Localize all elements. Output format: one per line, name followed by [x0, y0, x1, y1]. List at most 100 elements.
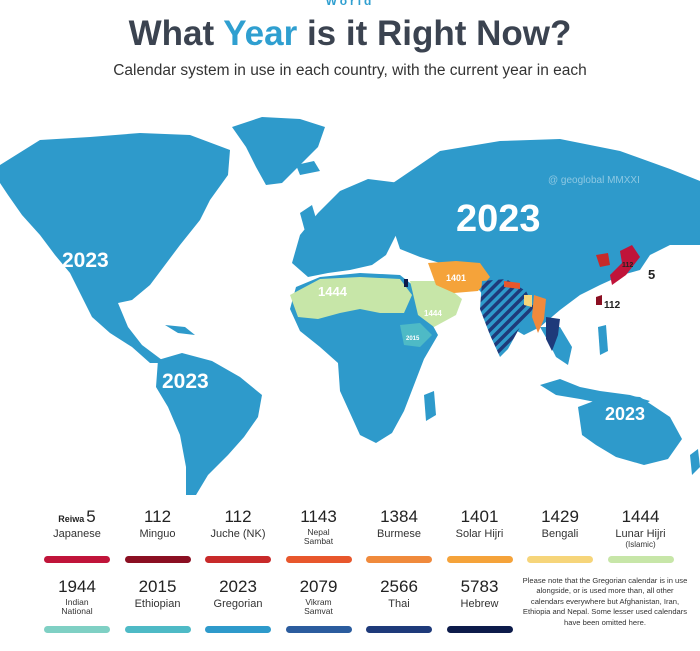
- legend-item: Reiwa 5 Japanese: [42, 506, 112, 563]
- legend-color-swatch: [607, 556, 674, 563]
- legend-color-swatch: [44, 556, 110, 563]
- legend-calendar-name: Ethiopian: [134, 598, 181, 610]
- legend-item: 112 Juche (NK): [203, 506, 273, 563]
- kicker-text: World: [325, 0, 375, 8]
- south-america: [156, 353, 262, 495]
- legend-year: 2566: [364, 576, 434, 598]
- greenland: [232, 117, 325, 185]
- map-label-arabia: 1444: [424, 309, 442, 318]
- watermark: @ geoglobal MMXXI: [548, 175, 640, 186]
- legend-item: 1143 Nepal Sambat: [284, 506, 354, 563]
- legend-year: 1444: [606, 506, 676, 528]
- legend-year: 1944: [42, 576, 112, 598]
- legend-year: 112: [203, 506, 273, 528]
- title-part-2: is it Right Now?: [306, 14, 572, 53]
- legend-calendar-name: Nepal Sambat: [303, 527, 334, 546]
- legend-year: 2079: [284, 576, 354, 598]
- legend-calendar-name: Gregorian: [213, 598, 263, 610]
- legend-year-value: 1401: [460, 507, 499, 526]
- legend-item: 1429 Bengali: [525, 506, 595, 563]
- legend-item: 1944 Indian National: [42, 576, 112, 633]
- page-title: What Year is it Right Now?: [0, 14, 700, 54]
- map-label-iran: 1401: [446, 273, 466, 283]
- caribbean: [165, 325, 195, 335]
- legend-item: 2079 Vikram Samvat: [284, 576, 354, 633]
- legend-calendar-name: Juche (NK): [210, 528, 266, 540]
- legend-year: 1384: [364, 506, 434, 528]
- iceland: [296, 161, 320, 175]
- legend-year-prefix: Reiwa: [58, 514, 85, 524]
- bangladesh-region: [524, 295, 532, 307]
- legend-color-swatch: [527, 556, 593, 563]
- ethiopia-region: [400, 323, 432, 347]
- legend-calendar-name: Indian National: [61, 597, 93, 616]
- legend-color-swatch: [205, 626, 271, 633]
- legend-calendar-name: Japanese: [53, 528, 101, 540]
- legend-year: Reiwa 5: [42, 506, 112, 528]
- map-label-islamic: 1444: [318, 284, 348, 299]
- israel-region: [404, 279, 408, 287]
- legend-color-swatch: [366, 556, 432, 563]
- map-label-north-america: 2023: [62, 249, 109, 272]
- russia-asia: [390, 139, 700, 335]
- madagascar: [424, 391, 436, 421]
- india-region: [480, 279, 534, 357]
- legend-color-swatch: [44, 626, 110, 633]
- legend-color-swatch: [124, 556, 191, 563]
- legend-item: 5783 Hebrew: [445, 576, 515, 633]
- map-label-japan: 5: [648, 267, 655, 282]
- legend-color-swatch: [285, 556, 352, 563]
- legend-year-value: 1384: [380, 507, 418, 526]
- map-label-north-korea: 112: [622, 262, 633, 269]
- legend-year: 2023: [203, 576, 273, 598]
- legend-color-swatch: [446, 626, 513, 633]
- legend-year-value: 1444: [621, 507, 660, 526]
- legend-year: 1401: [445, 506, 515, 528]
- legend-calendar-name: Minguo: [139, 528, 176, 540]
- legend-item: 2023 Gregorian: [203, 576, 273, 633]
- japan-region: [610, 245, 640, 285]
- legend-year-value: 5: [86, 507, 96, 526]
- legend-year: 112: [123, 506, 193, 528]
- legend-year: 1143: [284, 506, 354, 528]
- legend-year-value: 1143: [300, 507, 337, 526]
- legend-note: Please note that the Gregorian calendar …: [522, 576, 688, 627]
- map-label-south-america: 2023: [162, 370, 209, 393]
- title-part-1: What: [128, 14, 215, 53]
- legend-item: 2015 Ethiopian: [123, 576, 193, 633]
- iran-region: [428, 261, 490, 293]
- legend-year-value: 2023: [219, 577, 257, 596]
- legend-item: 1444 Lunar Hijri (Islamic): [606, 506, 676, 563]
- legend-calendar-subname: (Islamic): [625, 540, 656, 549]
- legend-calendar-name: Hebrew: [460, 598, 499, 610]
- map-label-taiwan: 112: [604, 300, 621, 311]
- legend-calendar-name: Thai: [388, 598, 410, 610]
- legend-year-value: 2079: [299, 577, 338, 596]
- legend-year-value: 5783: [460, 577, 499, 596]
- legend-year-value: 1429: [541, 507, 579, 526]
- world-map: 2023 2023 2023 2023 1444 1444 1401 2015 …: [0, 95, 700, 495]
- north-korea-region: [596, 253, 610, 267]
- map-label-ethiopia: 2015: [406, 336, 420, 342]
- legend-item: 2566 Thai: [364, 576, 434, 633]
- lunar-hijri-region: [290, 277, 412, 319]
- title-accent: Year: [223, 14, 298, 53]
- legend-color-swatch: [124, 626, 191, 633]
- legend-year: 1429: [525, 506, 595, 528]
- north-america: [0, 133, 230, 363]
- nepal-region: [504, 281, 520, 289]
- legend-color-swatch: [285, 626, 352, 633]
- legend-year-value: 1944: [58, 577, 96, 596]
- legend-year: 2015: [123, 576, 193, 598]
- legend-item: 1384 Burmese: [364, 506, 434, 563]
- taiwan-region: [596, 295, 602, 305]
- legend-year: 5783: [445, 576, 515, 598]
- legend-color-swatch: [446, 556, 513, 563]
- legend-year-value: 112: [143, 507, 172, 526]
- myanmar-region: [532, 295, 546, 333]
- legend-calendar-name: Burmese: [376, 528, 422, 540]
- europe: [292, 179, 410, 277]
- arabia: [410, 281, 462, 327]
- thailand-region: [546, 317, 560, 351]
- legend-color-swatch: [366, 626, 432, 633]
